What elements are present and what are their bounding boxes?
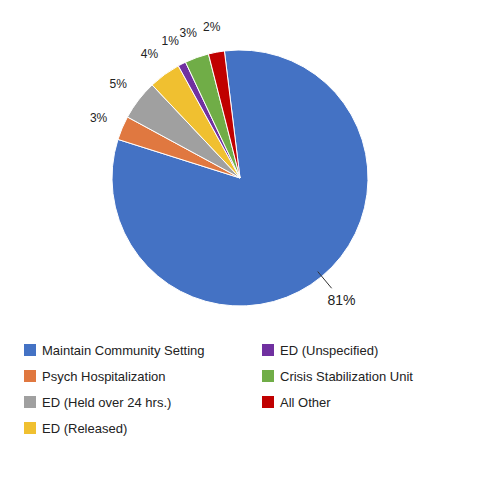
legend-swatch [262,344,274,356]
data-label: 3% [179,26,197,40]
data-label: 5% [110,77,128,91]
legend-swatch [24,370,36,382]
data-labels: 81%3%5%4%1%3%2% [90,20,356,308]
pie-slice [208,51,240,178]
slices [112,50,368,306]
legend-swatch [24,344,36,356]
chart-container: 81%3%5%4%1%3%2%Maintain Community Settin… [0,0,480,480]
data-label: 2% [203,20,221,34]
legend-label: Crisis Stabilization Unit [280,369,413,384]
legend-label: Maintain Community Setting [42,343,205,358]
legend-swatch [24,396,36,408]
data-label: 3% [90,111,108,125]
legend-label: All Other [280,395,331,410]
legend-swatch [262,396,274,408]
chart: 81%3%5%4%1%3%2%Maintain Community Settin… [0,0,480,480]
legend-label: Psych Hospitalization [42,369,166,384]
leader-line [318,272,332,289]
legend-swatch [24,422,36,434]
legend-label: ED (Released) [42,421,127,436]
data-label: 4% [141,47,159,61]
legend: Maintain Community Setting Psych Hospital… [24,343,413,436]
legend-label: ED (Unspecified) [280,343,378,358]
data-label: 81% [327,292,355,308]
legend-label: ED (Held over 24 hrs.) [42,395,171,410]
data-label: 1% [162,34,180,48]
legend-swatch [262,370,274,382]
pie-slice [112,50,368,306]
